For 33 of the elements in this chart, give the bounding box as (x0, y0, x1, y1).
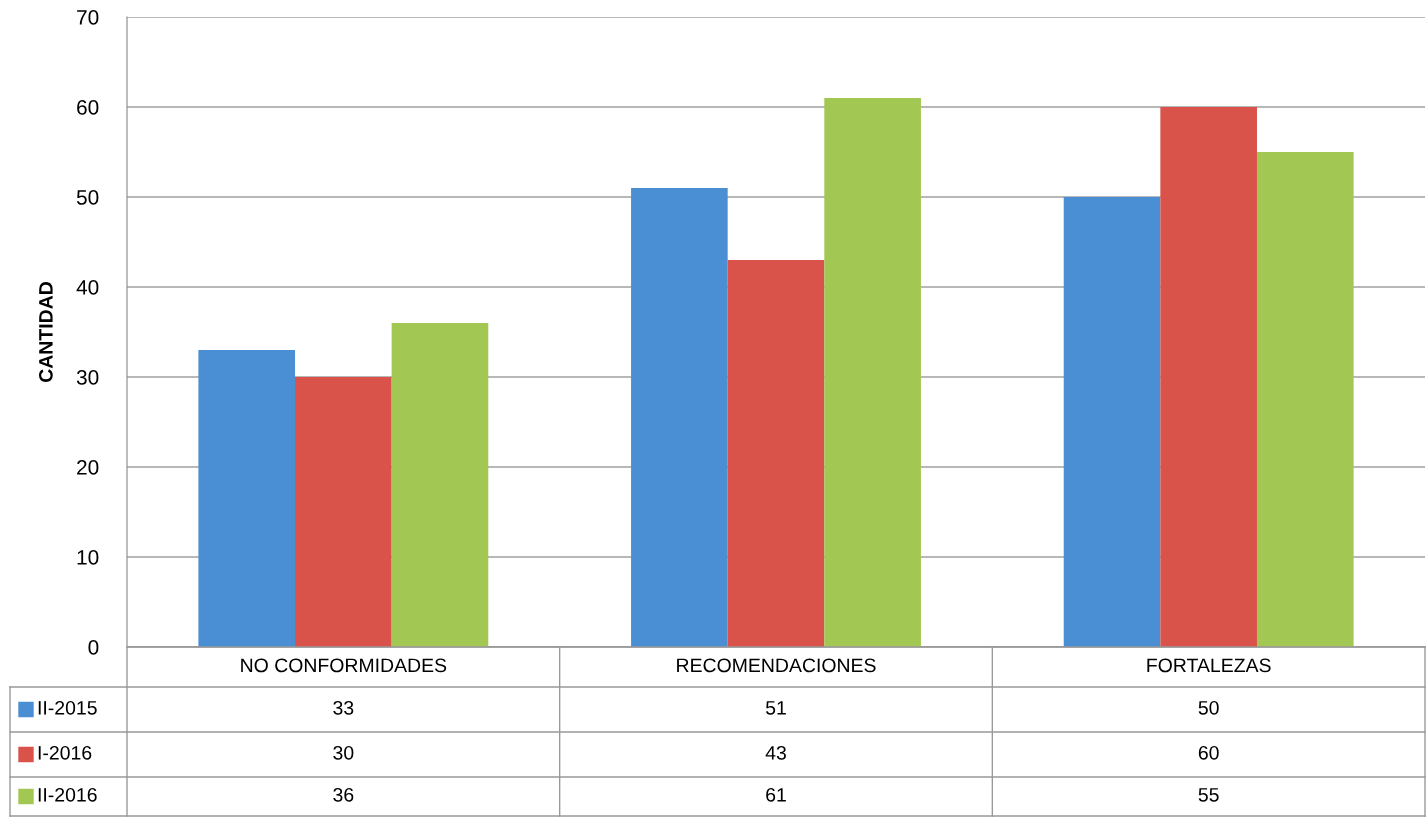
y-tick-label: 40 (76, 280, 99, 295)
data-label: 55 (1198, 788, 1219, 802)
x-tick-label: NO CONFORMIDADES (241, 658, 447, 673)
legend-label: II-2015 (38, 700, 97, 715)
x-tick-label: RECOMENDACIONES (677, 658, 876, 673)
bar (1160, 107, 1257, 647)
x-tick-label: FORTALEZAS (1147, 658, 1271, 673)
data-label: 61 (766, 787, 786, 802)
legend-label: II-2016 (38, 787, 97, 802)
data-label: 43 (765, 745, 786, 760)
y-tick-label: 0 (88, 640, 99, 655)
y-tick-label: 30 (76, 370, 99, 385)
data-label: 30 (333, 745, 354, 760)
bar (631, 188, 728, 647)
bar (824, 98, 921, 647)
bar (295, 377, 392, 647)
data-label: 51 (765, 701, 786, 715)
bar (727, 260, 825, 647)
y-tick-label: 70 (77, 10, 99, 25)
y-tick-label: 50 (76, 190, 99, 205)
bar (391, 323, 489, 647)
bar (198, 350, 296, 647)
data-label: 50 (1198, 700, 1219, 715)
data-label: 33 (333, 700, 354, 715)
bar (1063, 197, 1161, 647)
y-tick-label: 20 (77, 460, 99, 475)
data-label: 60 (1198, 745, 1219, 760)
legend-label: I-2016 (38, 745, 92, 760)
y-tick-label: 60 (77, 100, 99, 115)
bar (1256, 152, 1354, 647)
y-axis-title: CANTIDAD (38, 282, 53, 382)
y-tick-label: 10 (77, 550, 99, 565)
data-label: 36 (333, 787, 354, 802)
